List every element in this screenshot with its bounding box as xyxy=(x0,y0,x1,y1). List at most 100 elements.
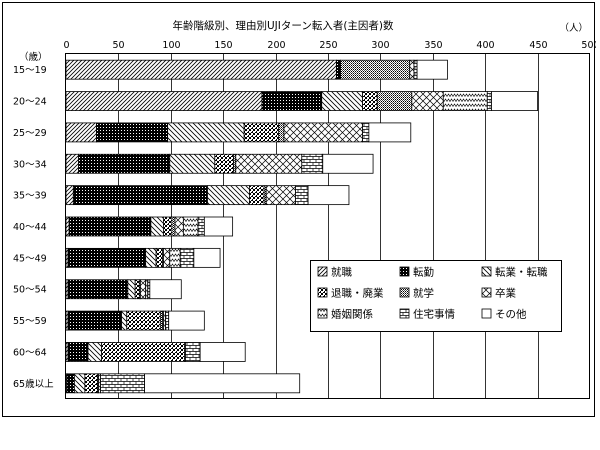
x-tick-label: 150 xyxy=(214,40,232,51)
bar-segment xyxy=(171,216,176,237)
bar-segment xyxy=(65,216,70,237)
y-tick-label: 20～24 xyxy=(13,97,47,108)
bar-segment xyxy=(145,247,157,268)
bar-segment xyxy=(169,247,181,268)
bar-segment xyxy=(65,153,79,174)
legend-swatch xyxy=(399,287,410,298)
bar-segment xyxy=(121,310,128,331)
bar-segment xyxy=(65,122,97,143)
legend-swatch xyxy=(317,266,328,277)
bar-segment xyxy=(193,247,221,268)
bar-segment xyxy=(322,153,374,174)
bar-segment xyxy=(72,185,208,206)
stacked-bar-chart: 年齢階級別、理由別UJIターン転入者(主因者)数 （人） （歳） 0 50 100 1… xyxy=(13,19,596,399)
bar-segment xyxy=(73,373,86,394)
legend-label: 就職 xyxy=(331,266,352,279)
x-tick-label: 500 xyxy=(581,40,596,51)
bar-segment xyxy=(167,122,245,143)
bar-segment xyxy=(65,185,74,206)
legend-swatch xyxy=(399,308,410,319)
bar-segment xyxy=(214,153,235,174)
y-tick-label: 15～19 xyxy=(13,65,47,76)
bar-segment xyxy=(416,59,448,80)
y-tick-label: 60～64 xyxy=(13,347,47,358)
bar-segment xyxy=(100,373,145,394)
legend-label: 就学 xyxy=(413,287,434,300)
bar-segment xyxy=(179,247,195,268)
legend-swatch xyxy=(481,266,492,277)
legend-label: その他 xyxy=(495,308,527,321)
legend-swatch xyxy=(399,266,410,277)
y-axis-ticks: 15～19 20～24 25～29 30～34 35～39 40～44 45～49 50～54… xyxy=(13,65,54,390)
x-tick-label: 0 xyxy=(63,40,69,51)
bar-segment xyxy=(413,59,418,80)
legend-label: 転業・転職 xyxy=(495,266,548,279)
bar-segment xyxy=(368,122,412,143)
y-tick-label: 50～54 xyxy=(13,285,47,296)
bar-segment xyxy=(283,122,363,143)
bar-segment xyxy=(87,342,103,362)
bar-segment xyxy=(340,59,411,80)
legend-label: 卒業 xyxy=(495,287,516,300)
bar-segment xyxy=(149,279,182,300)
bar-segment xyxy=(126,310,161,331)
legend-swatch xyxy=(317,287,328,298)
bar-segment xyxy=(66,373,75,394)
bar-segment xyxy=(321,91,363,111)
bar-segment xyxy=(163,216,173,237)
bar-segment xyxy=(150,216,164,237)
bar-segment xyxy=(261,91,323,111)
x-tick-label: 200 xyxy=(267,40,285,51)
bar-segment xyxy=(155,247,163,268)
unit-label: （人） xyxy=(559,22,588,34)
y-tick-label: 40～44 xyxy=(13,222,47,233)
bar-segment xyxy=(376,91,413,111)
x-tick-label: 250 xyxy=(319,40,337,51)
plot-area-border xyxy=(65,53,590,399)
bar-segment xyxy=(163,247,171,268)
legend-label: 転勤 xyxy=(413,266,434,279)
bar-segment xyxy=(65,91,263,111)
bar-segment xyxy=(243,122,280,143)
bar-segment xyxy=(197,216,205,237)
x-axis-ticks: 0 50 100 150 200 250 300 350 400 450 500 xyxy=(63,40,596,51)
bar-segment xyxy=(67,310,122,331)
y-tick-label: 25～29 xyxy=(13,128,47,139)
bar-segment xyxy=(486,91,492,111)
bar-segment xyxy=(335,59,341,80)
bar-segment xyxy=(67,342,89,362)
bar-segment xyxy=(491,91,539,111)
bar-segment xyxy=(409,59,415,80)
bar-segment xyxy=(442,91,488,111)
bar-segment xyxy=(134,279,140,300)
bar-segment xyxy=(203,216,234,237)
bar-segment xyxy=(65,59,337,80)
x-tick-label: 300 xyxy=(371,40,389,51)
category-axis-label: （歳） xyxy=(19,51,48,63)
x-tick-label: 100 xyxy=(162,40,180,51)
legend-label: 住宅事情 xyxy=(413,308,455,321)
y-tick-label: 35～39 xyxy=(13,191,47,202)
chart-frame: 年齢階級別、理由別UJIターン転入者(主因者)数 （人） （歳） 0 50 100 1… xyxy=(2,2,596,417)
legend-box xyxy=(310,260,562,332)
bar-segment xyxy=(68,216,152,237)
chart-title: 年齢階級別、理由別UJIターン転入者(主因者)数 xyxy=(172,19,394,32)
bar-segment xyxy=(248,185,265,206)
bar-segment xyxy=(182,216,199,237)
legend-swatch xyxy=(317,308,328,319)
bar-segment xyxy=(84,373,98,394)
y-tick-label: 45～49 xyxy=(13,253,47,264)
bar-segment xyxy=(165,310,170,331)
bar-segment xyxy=(295,185,309,206)
bar-segment xyxy=(411,91,444,111)
bar-segment xyxy=(265,185,296,206)
x-tick-label: 350 xyxy=(424,40,442,51)
bar-segment xyxy=(235,153,303,174)
bar-segment xyxy=(67,279,129,300)
bar-segment xyxy=(185,342,201,362)
y-tick-label: 55～59 xyxy=(13,316,47,327)
x-tick-label: 400 xyxy=(476,40,494,51)
bar-segment xyxy=(140,279,147,300)
legend-swatch xyxy=(481,287,492,298)
